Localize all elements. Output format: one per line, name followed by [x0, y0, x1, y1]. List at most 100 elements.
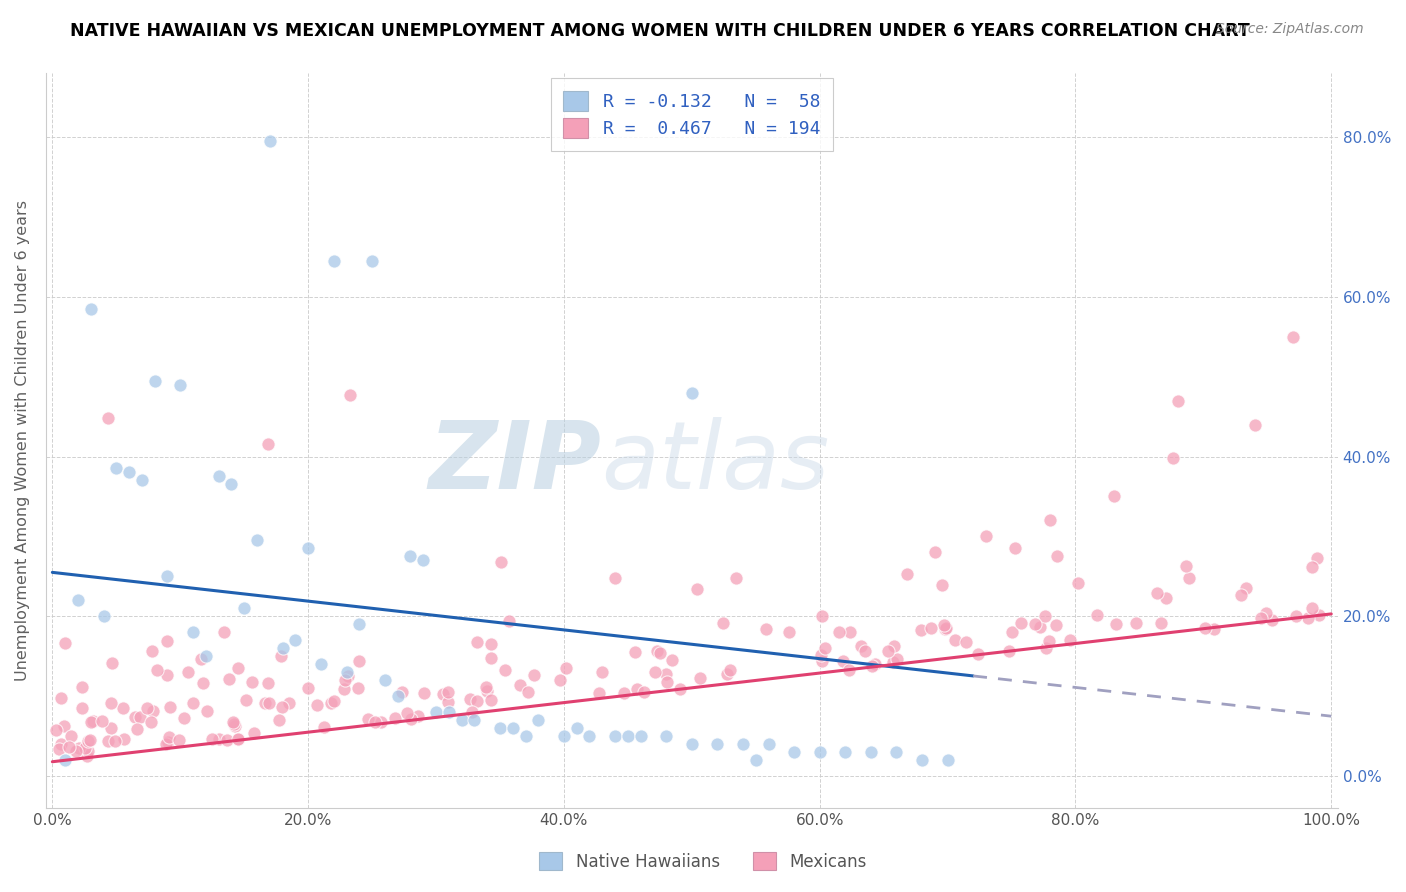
- Point: [603, 729, 626, 743]
- Point: [479, 693, 502, 707]
- Point: [76, 749, 98, 764]
- Point: [681, 385, 703, 400]
- Point: [458, 692, 481, 706]
- Point: [555, 661, 578, 675]
- Point: [1028, 620, 1050, 634]
- Point: [339, 388, 361, 402]
- Point: [498, 614, 520, 628]
- Point: [51, 738, 73, 752]
- Point: [218, 672, 240, 686]
- Point: [474, 680, 496, 694]
- Point: [920, 621, 942, 635]
- Point: [284, 633, 307, 648]
- Point: [934, 618, 956, 632]
- Point: [207, 731, 229, 746]
- Point: [553, 729, 575, 743]
- Point: [319, 696, 342, 710]
- Point: [502, 721, 524, 735]
- Point: [156, 634, 179, 648]
- Point: [811, 608, 834, 623]
- Point: [1194, 621, 1216, 635]
- Point: [588, 685, 610, 699]
- Point: [1243, 417, 1265, 432]
- Point: [297, 541, 319, 556]
- Point: [125, 722, 148, 736]
- Point: [60, 729, 83, 743]
- Point: [1230, 588, 1253, 602]
- Point: [1035, 640, 1057, 655]
- Text: NATIVE HAWAIIAN VS MEXICAN UNEMPLOYMENT AMONG WOMEN WITH CHILDREN UNDER 6 YEARS : NATIVE HAWAIIAN VS MEXICAN UNEMPLOYMENT …: [70, 22, 1250, 40]
- Point: [436, 685, 458, 699]
- Point: [104, 734, 127, 748]
- Legend: Native Hawaiians, Mexicans: Native Hawaiians, Mexicans: [530, 844, 876, 880]
- Point: [1285, 609, 1308, 624]
- Point: [974, 529, 997, 543]
- Point: [648, 646, 671, 660]
- Point: [58, 740, 80, 755]
- Point: [924, 545, 946, 559]
- Point: [194, 649, 217, 664]
- Point: [312, 720, 335, 734]
- Point: [105, 461, 128, 475]
- Point: [527, 713, 550, 727]
- Point: [814, 640, 837, 655]
- Point: [79, 733, 101, 747]
- Point: [66, 593, 89, 607]
- Point: [718, 663, 741, 677]
- Point: [432, 687, 454, 701]
- Point: [97, 734, 120, 748]
- Point: [883, 639, 905, 653]
- Point: [477, 684, 499, 698]
- Point: [80, 301, 103, 316]
- Point: [224, 716, 246, 731]
- Point: [49, 691, 72, 706]
- Point: [257, 437, 280, 451]
- Point: [76, 743, 98, 757]
- Point: [53, 753, 76, 767]
- Point: [1234, 581, 1257, 595]
- Point: [489, 721, 512, 735]
- Point: [810, 648, 832, 663]
- Point: [1085, 608, 1108, 623]
- Point: [72, 680, 94, 694]
- Point: [1045, 618, 1067, 632]
- Point: [267, 714, 290, 728]
- Point: [725, 571, 748, 585]
- Point: [565, 721, 588, 735]
- Point: [626, 681, 648, 696]
- Point: [863, 657, 886, 671]
- Point: [221, 477, 243, 491]
- Point: [387, 690, 409, 704]
- Point: [309, 657, 332, 672]
- Point: [934, 622, 956, 636]
- Point: [233, 601, 256, 615]
- Point: [156, 569, 179, 583]
- Point: [1301, 600, 1323, 615]
- Point: [853, 644, 876, 658]
- Point: [943, 633, 966, 648]
- Point: [578, 729, 600, 743]
- Point: [1308, 607, 1330, 622]
- Point: [425, 705, 447, 719]
- Point: [783, 745, 806, 759]
- Point: [654, 667, 676, 681]
- Point: [437, 696, 460, 710]
- Point: [100, 696, 122, 710]
- Point: [391, 685, 413, 699]
- Point: [831, 654, 853, 668]
- Point: [228, 731, 250, 746]
- Y-axis label: Unemployment Among Women with Children Under 6 years: Unemployment Among Women with Children U…: [15, 200, 30, 681]
- Point: [838, 663, 860, 677]
- Point: [711, 615, 734, 630]
- Point: [82, 714, 104, 728]
- Point: [406, 708, 429, 723]
- Point: [1261, 613, 1284, 627]
- Point: [911, 753, 934, 767]
- Point: [270, 649, 292, 664]
- Point: [156, 667, 179, 681]
- Point: [131, 474, 153, 488]
- Point: [53, 636, 76, 650]
- Point: [297, 681, 319, 696]
- Point: [936, 753, 959, 767]
- Text: Source: ZipAtlas.com: Source: ZipAtlas.com: [1216, 22, 1364, 37]
